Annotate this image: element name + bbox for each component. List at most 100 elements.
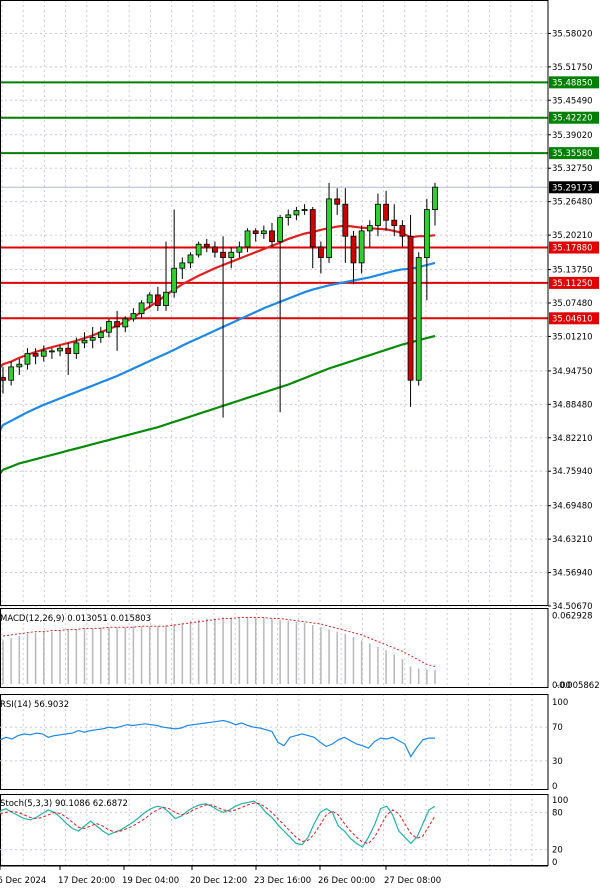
candle-body [179,262,186,269]
candle-body [293,210,300,216]
price-tick-label: 35.01210 [552,332,593,342]
time-tick-label: 23 Dec 16:00 [254,876,311,886]
stoch-tick-label: 0 [552,858,557,868]
level-label-bg [549,312,599,325]
candle-body [8,366,15,381]
candle-body [383,203,389,221]
candle-body [358,230,365,264]
time-tick-label: 19 Dec 04:00 [122,876,179,886]
price-tick-label: 35.20210 [552,231,593,241]
candle-body [350,235,357,264]
candle-body [432,186,438,210]
candle-body [195,243,202,256]
price-tick-label: 35.26480 [552,198,593,208]
rsi-header: RSI(14) 56.9032 [0,700,69,710]
rsi-panel: 100 70 30 0 [0,698,568,792]
price-tick-label: 34.94750 [552,367,593,377]
candle-body [423,209,430,258]
price-tick-label: 35.51750 [552,63,593,73]
time-axis: 16 Dec 2024 17 Dec 20:00 19 Dec 04:00 20 De… [0,865,548,886]
candle-body [154,294,161,306]
candle-body [0,377,6,381]
candle-body [317,246,324,258]
time-tick-label: 16 Dec 2024 [0,876,46,886]
candle-body [171,267,178,293]
level-label-bg [549,241,599,254]
price-tick-label: 34.69480 [552,502,593,512]
level-label-bg [549,276,599,289]
candle-body [146,294,153,304]
rsi-tick-label: 0 [552,782,557,792]
level-label: 35.35580 [552,149,593,159]
candle-body [97,331,104,338]
level-label-bg [549,147,599,160]
candle-body [203,243,210,248]
candle-body [16,363,23,368]
candle-body [391,219,398,226]
candle-body [334,198,341,205]
time-tick-label: 27 Dec 08:00 [384,876,441,886]
level-label: 35.17880 [552,244,593,254]
price-tick-label: 35.32750 [552,164,593,174]
price-tick-label: 34.82210 [552,434,593,444]
price-tick-label: 35.58020 [552,29,593,39]
candle-body [32,353,39,357]
ma-green-line [0,334,436,475]
candle-body [342,203,349,237]
price-axis: 35.58020 35.51750 35.45490 35.39020 35.32750… [548,29,593,612]
macd-tick-label: 0.062928 [552,611,593,621]
price-tick-label: 35.45490 [552,96,593,106]
macd-signal-line [2,617,436,667]
macd-tick-label: 0.00 [552,681,571,691]
stoch-main-line [0,800,436,848]
candle-body [399,225,406,237]
time-tick-label: 26 Dec 00:00 [318,876,375,886]
rsi-tick-label: 70 [552,723,563,733]
support-resistance-levels: 35.48850 35.42220 35.35580 35.17880 35.11250… [0,76,599,325]
candle-body [212,246,218,253]
candle-body [269,230,275,242]
stoch-header: Stoch(5,3,3) 90.1086 62.6872 [0,799,128,809]
candle-body [40,350,47,357]
candle-body [375,203,381,226]
candle-body [114,321,121,328]
candle-body [106,321,112,333]
level-label-bg [549,76,599,89]
candle-body [73,342,80,354]
price-tick-label: 34.75940 [552,467,593,477]
candle-body [81,339,88,344]
time-tick-label: 17 Dec 20:00 [58,876,115,886]
price-tick-label: 35.13750 [552,266,593,276]
candle-body [285,214,292,218]
candle-body [24,353,31,365]
macd-tick-label: -0.005862 [556,681,600,691]
candle-body [65,347,72,354]
level-label: 35.04610 [552,314,593,324]
candle-body [228,251,235,258]
time-tick-label: 20 Dec 12:00 [190,876,247,886]
candle-body [89,337,96,341]
level-label: 35.42220 [552,114,593,124]
candle-body [138,302,145,314]
price-panel: 35.48850 35.42220 35.35580 35.17880 35.11250… [0,76,599,475]
candle-body [220,251,226,258]
price-tick-label: 34.50670 [552,602,593,612]
level-label: 35.48850 [552,78,593,88]
candle-body [244,230,251,248]
rsi-tick-label: 100 [552,698,568,708]
stoch-tick-label: 100 [552,796,568,806]
candle-body [187,254,194,264]
stoch-tick-label: 20 [552,846,563,856]
panel-border [0,0,549,606]
panel-border [0,694,549,790]
candlesticks [0,182,438,418]
candle-body [301,209,308,212]
candle-body [49,350,55,353]
candle-body [130,313,137,320]
candle-body [309,209,316,248]
macd-panel: 0.062928 0.00-0.005862 [2,611,600,691]
price-tick-label: 34.56940 [552,569,593,579]
panel-border [0,608,549,688]
price-tick-label: 34.88480 [552,400,593,410]
